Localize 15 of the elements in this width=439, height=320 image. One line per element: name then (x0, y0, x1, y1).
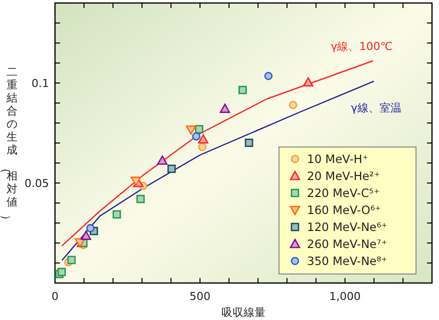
legend-label: 160 MeV-O⁶⁺ (307, 203, 381, 217)
y-tick-label: 0.05 (24, 177, 49, 190)
x-axis-title: 吸収線量 (222, 306, 266, 319)
y-tick-label: 0.1 (32, 77, 49, 90)
legend-label: 120 MeV-Ne⁶⁺ (307, 220, 388, 234)
legend-label: 20 MeV-He²⁺ (307, 169, 380, 183)
series-label: γ線、室温 (350, 101, 402, 114)
legend-label: 260 MeV-Ne⁷⁺ (307, 237, 388, 251)
series-label: γ線、100℃ (330, 40, 393, 53)
x-tick-label: 500 (190, 290, 210, 303)
x-tick-label: 0 (52, 290, 58, 303)
x-tick-label: 1,000 (329, 290, 361, 303)
legend-label: 10 MeV-H⁺ (307, 152, 368, 166)
legend-label: 220 MeV-C⁵⁺ (307, 186, 380, 200)
legend-label: 350 MeV-Ne⁸⁺ (307, 254, 388, 268)
